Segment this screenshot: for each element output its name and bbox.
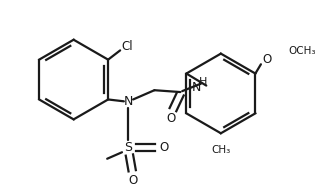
Text: N: N [124,95,133,108]
Text: S: S [124,141,133,154]
Text: O: O [128,174,138,187]
Text: H: H [199,77,208,87]
Text: CH₃: CH₃ [211,145,231,155]
Text: O: O [263,53,272,66]
Text: Cl: Cl [122,40,133,53]
Text: O: O [166,112,176,125]
Text: N: N [191,81,201,94]
Text: OCH₃: OCH₃ [289,46,316,56]
Text: O: O [159,141,168,154]
